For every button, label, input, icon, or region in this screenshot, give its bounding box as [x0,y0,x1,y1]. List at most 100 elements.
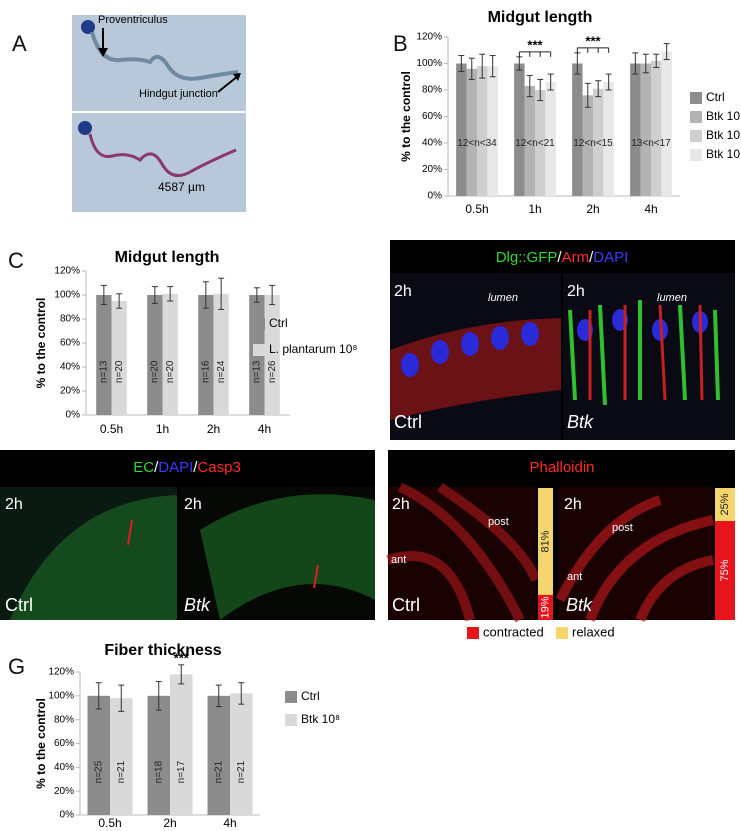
region-label: post [612,522,633,534]
legend-label: Btk 10 [706,109,740,123]
y-axis-label: % to the control [34,298,48,389]
bar [603,82,614,196]
y-tick-label: 0% [66,410,81,421]
bar-label: n=25 [93,760,104,783]
y-tick-label: 0% [60,810,75,821]
bar [640,63,651,196]
legend-swatch [690,92,702,104]
chart-title: Midgut length [115,249,220,266]
bar-label: n=13 [251,360,262,383]
muscle-fibers [386,482,541,623]
legend-label: Btk 10 [706,147,740,161]
time-label: 2h [184,496,202,513]
value-label: 75% [719,559,731,581]
bar [111,301,127,415]
bar [110,698,133,815]
bar [207,695,230,815]
bar [87,695,110,815]
stack-segment [715,488,735,521]
y-tick-label: 0% [428,191,443,202]
bar [162,293,178,415]
time-label: 2h [564,496,582,513]
stain-header: EC/DAPI/Casp3 [133,459,241,476]
epithelium [390,318,561,420]
bar [582,95,593,196]
bar [651,60,662,196]
y-tick-label: 40% [54,762,74,773]
nucleus [461,332,479,356]
bar-label: n=24 [216,360,227,383]
group-label: 12<n<34 [457,138,497,149]
y-tick-label: 20% [422,164,442,175]
bar [198,295,214,415]
time-label: 2h [5,496,23,513]
arrow [127,519,133,546]
y-tick-label: 60% [60,338,80,349]
bar [213,293,229,415]
value-label: 19% [539,596,551,618]
chart-title: Midgut length [488,9,593,26]
bar-label: n=20 [114,360,125,383]
gut-trace [88,133,237,178]
legend-swatch [690,149,702,161]
x-tick-label: 2h [586,202,599,216]
significance: *** [527,37,543,52]
y-tick-label: 80% [422,85,442,96]
y-tick-label: 100% [416,58,442,69]
x-tick-label: 0.5h [98,816,121,830]
bar [593,88,604,196]
region-label: lumen [488,292,518,304]
y-tick-label: 60% [54,738,74,749]
image-label: Proventriculus [98,14,168,26]
region-label: post [488,516,509,528]
legend-label: Ctrl [269,316,288,330]
panel-letter: B [393,31,408,56]
nucleus [431,340,449,364]
bar-label: n=21 [236,760,247,783]
y-tick-label: 20% [54,786,74,797]
condition-label: Btk [184,595,211,615]
arrow-head [98,48,108,57]
stack-segment [715,521,735,620]
y-tick-label: 40% [422,138,442,149]
x-tick-label: 0.5h [465,202,488,216]
stain-header: Dlg::GFP/Arm/DAPI [496,249,629,266]
value-label: 25% [719,493,731,515]
y-tick-label: 100% [54,290,80,301]
arrow-head [233,73,241,81]
y-tick-label: 60% [422,111,442,122]
y-tick-label: 40% [60,362,80,373]
ec-signal [10,495,177,620]
bar [572,63,583,196]
bar-label: n=21 [213,760,224,783]
ec-signal [200,494,375,620]
bar [230,693,253,815]
x-tick-label: 2h [207,422,220,436]
x-tick-label: 1h [156,422,169,436]
legend-label: Btk 10⁸ [301,712,340,726]
group-label: 13<n<17 [631,138,671,149]
x-tick-label: 2h [163,816,176,830]
proventriculus-shape [78,121,92,135]
y-tick-label: 120% [416,32,442,43]
legend-swatch [556,627,568,639]
x-tick-label: 4h [644,202,657,216]
bar [535,90,546,196]
panel-letter: C [8,248,24,273]
bar-label: n=16 [200,360,211,383]
bar [147,295,163,415]
gfp-signal [568,300,720,406]
legend-swatch [690,130,702,142]
legend-label: L. plantarum 10⁸ [269,342,357,356]
legend-swatch [253,318,265,330]
bar-label: n=18 [153,760,164,783]
bar [466,68,477,196]
x-tick-label: 0.5h [100,422,123,436]
proventriculus-shape [81,20,95,34]
y-tick-label: 20% [60,386,80,397]
x-tick-label: 4h [223,816,236,830]
time-label: 2h [567,283,585,300]
legend-swatch [253,344,265,356]
x-tick-label: 1h [528,202,541,216]
